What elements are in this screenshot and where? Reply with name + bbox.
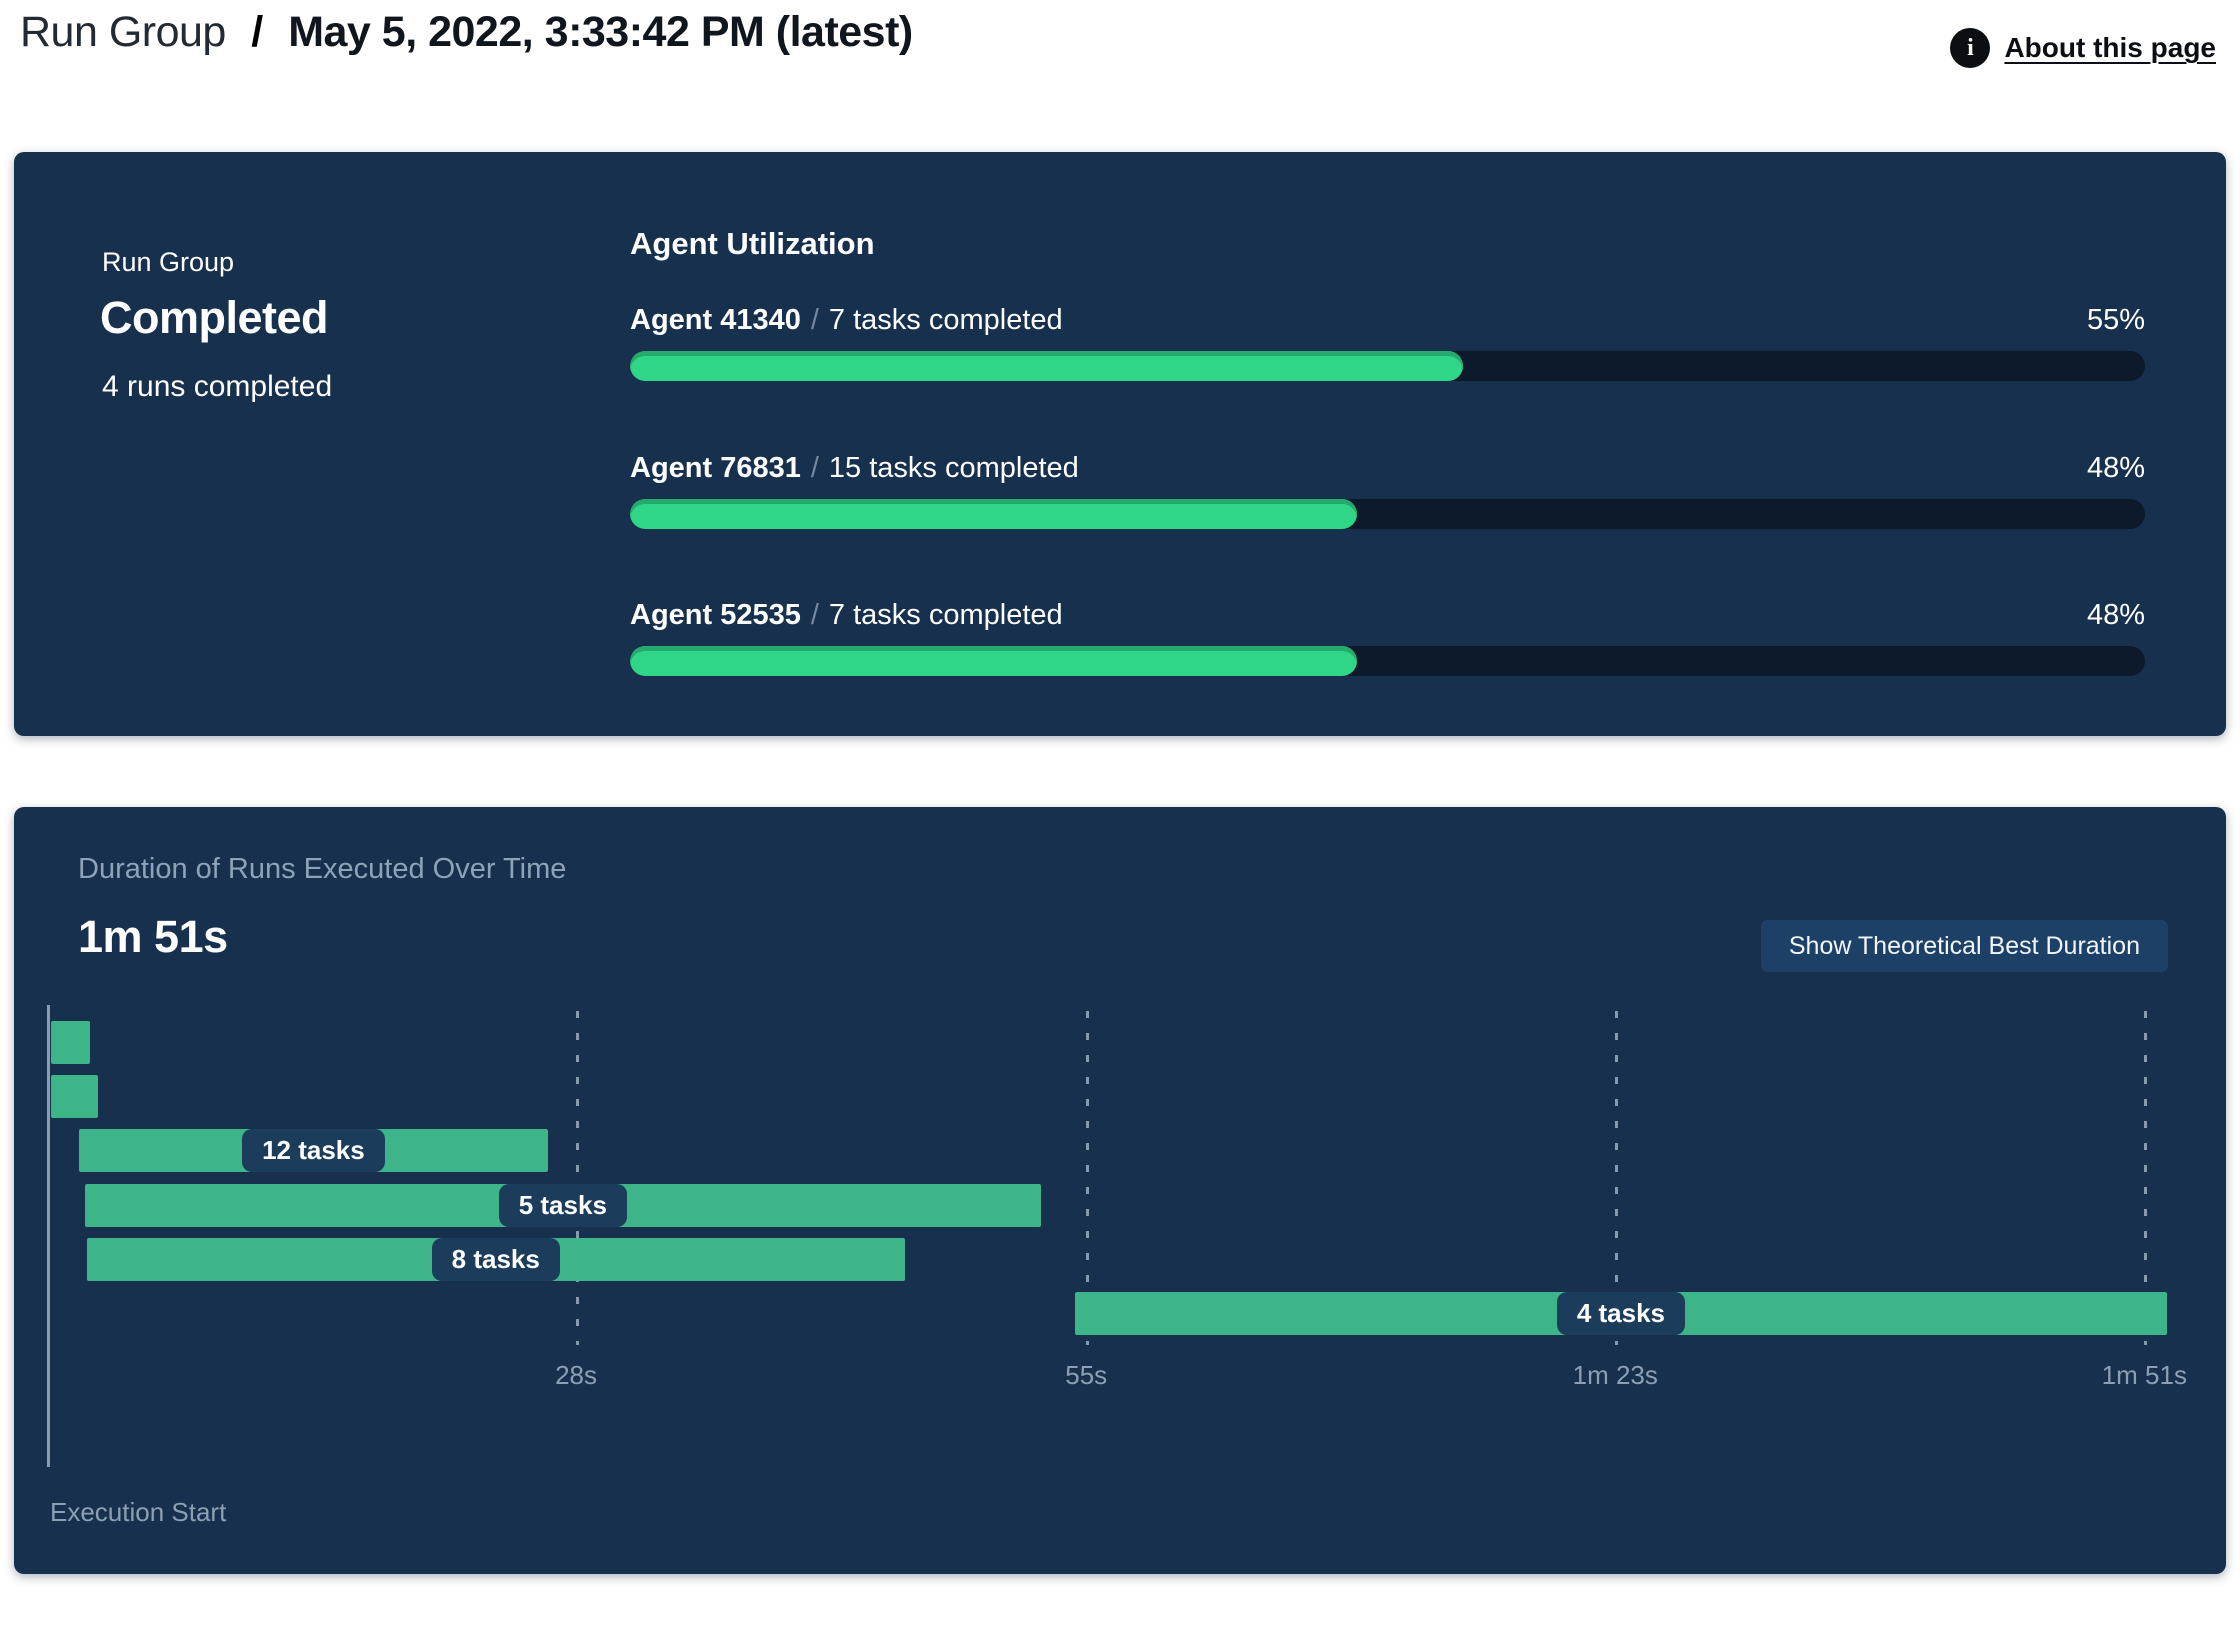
utilization-progress-fill — [630, 646, 1358, 676]
axis-tick-label: 28s — [555, 1360, 598, 1390]
agent-utilization-row: Agent 76831 / 15 tasks completed 48% — [630, 452, 2145, 529]
run-group-summary-panel: Run Group Completed 4 runs completed Age… — [14, 152, 2226, 736]
execution-start-label: Execution Start — [50, 1497, 227, 1527]
summary-label: Run Group — [102, 247, 235, 277]
run-bar[interactable]: 8 tasks — [86, 1238, 905, 1281]
breadcrumb-root[interactable]: Run Group — [20, 8, 226, 56]
agent-separator: / — [810, 599, 819, 631]
total-duration-value: 1m 51s — [78, 911, 228, 962]
run-bar[interactable]: 12 tasks — [79, 1129, 548, 1172]
breadcrumb: Run Group / May 5, 2022, 3:33:42 PM (lat… — [20, 8, 913, 57]
execution-start-axis-line — [47, 1005, 50, 1467]
run-bar[interactable]: 4 tasks — [1074, 1292, 2167, 1335]
run-task-count-pill: 4 tasks — [1556, 1292, 1686, 1335]
axis-tick-label: 55s — [1065, 1360, 1108, 1390]
agent-tasks-completed: 7 tasks completed — [828, 304, 1063, 336]
agent-tasks-completed: 15 tasks completed — [828, 452, 1079, 484]
utilization-progress-fill — [630, 351, 1464, 381]
duration-chart-title: Duration of Runs Executed Over Time — [78, 853, 567, 885]
about-link-label: About this page — [2004, 32, 2216, 63]
agent-utilization-percent: 55% — [2086, 304, 2145, 336]
agent-utilization-section: Agent Utilization Agent 41340 / 7 tasks … — [630, 152, 2145, 736]
run-task-count-pill: 12 tasks — [242, 1129, 385, 1172]
agent-name: Agent 76831 — [630, 452, 801, 484]
gridline-55s — [1086, 1011, 1090, 1345]
agent-tasks-completed: 7 tasks completed — [828, 599, 1063, 631]
gridline-1m-51s — [2144, 1011, 2148, 1345]
gantt-chart: 28s 55s 1m 23s 1m 51s 12 tasks 5 tasks 8 tasks… — [47, 1005, 2187, 1467]
run-task-count-pill: 8 tasks — [431, 1238, 560, 1281]
agent-utilization-row: Agent 41340 / 7 tasks completed 55% — [630, 304, 2145, 381]
page-header: Run Group / May 5, 2022, 3:33:42 PM (lat… — [0, 0, 2240, 112]
gridline-28s — [576, 1011, 580, 1345]
axis-tick-label: 1m 23s — [1572, 1360, 1658, 1390]
axis-tick-label: 1m 51s — [2101, 1360, 2187, 1390]
agent-utilization-percent: 48% — [2086, 452, 2145, 484]
info-icon: i — [1950, 28, 1991, 68]
agent-utilization-row: Agent 52535 / 7 tasks completed 48% — [630, 599, 2145, 676]
run-bar[interactable] — [50, 1075, 98, 1118]
gridline-1m-23s — [1615, 1011, 1619, 1345]
show-theoretical-best-duration-button[interactable]: Show Theoretical Best Duration — [1760, 920, 2168, 972]
utilization-progress-track — [630, 646, 2145, 676]
run-task-count-pill: 5 tasks — [498, 1184, 627, 1227]
summary-status: Completed — [100, 292, 329, 343]
agent-utilization-percent: 48% — [2086, 599, 2145, 631]
agent-utilization-heading: Agent Utilization — [630, 226, 875, 261]
agent-name: Agent 41340 — [630, 304, 801, 336]
breadcrumb-separator: / — [251, 8, 263, 56]
utilization-progress-fill — [630, 499, 1358, 529]
run-bar[interactable] — [50, 1021, 91, 1064]
utilization-progress-track — [630, 351, 2145, 381]
duration-chart-panel: Duration of Runs Executed Over Time 1m 5… — [14, 807, 2226, 1574]
about-this-page-link[interactable]: i About this page — [1950, 28, 2216, 68]
agent-name: Agent 52535 — [630, 599, 801, 631]
summary-runs-completed: 4 runs completed — [102, 370, 333, 403]
run-bar[interactable]: 5 tasks — [84, 1184, 1041, 1227]
utilization-progress-track — [630, 499, 2145, 529]
agent-separator: / — [810, 304, 819, 336]
agent-separator: / — [810, 452, 819, 484]
page-title: May 5, 2022, 3:33:42 PM (latest) — [288, 8, 913, 56]
